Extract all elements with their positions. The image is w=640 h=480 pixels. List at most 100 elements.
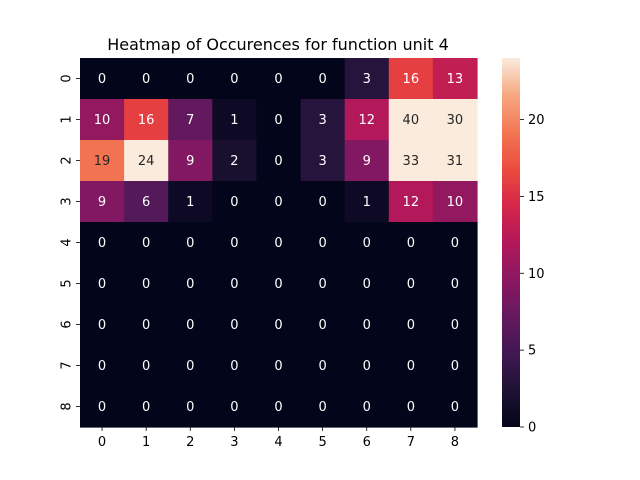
cell-label-r0-c8: 13	[447, 72, 464, 87]
heatmap-cell-r5-c4	[256, 263, 302, 305]
y-tick-label-4: 4	[60, 238, 75, 246]
cell-label-r0-c6: 3	[363, 72, 371, 87]
cell-label-r4-c8: 0	[451, 236, 459, 251]
heatmap-cell-r6-c3	[212, 304, 258, 346]
heatmap-cell-r3-c8	[432, 181, 478, 223]
cell-label-r7-c0: 0	[98, 359, 106, 374]
cell-label-r1-c7: 40	[403, 113, 420, 128]
cell-label-r0-c1: 0	[142, 72, 150, 87]
cell-label-r6-c0: 0	[98, 318, 106, 333]
heatmap-cell-r5-c2	[168, 263, 213, 305]
heatmap-cell-r7-c1	[124, 345, 169, 387]
cell-label-r6-c1: 0	[142, 318, 150, 333]
heatmap-cell-r8-c0	[80, 386, 125, 428]
chart-title: Heatmap of Occurences for function unit …	[107, 35, 449, 54]
heatmap-cell-r0-c5	[300, 58, 346, 100]
cell-label-r5-c7: 0	[407, 277, 415, 292]
heatmap-cell-r6-c0	[80, 304, 125, 346]
heatmap-cell-r7-c0	[80, 345, 125, 387]
cell-label-r5-c0: 0	[98, 277, 106, 292]
heatmap-cell-r5-c0	[80, 263, 125, 305]
cell-label-r5-c6: 0	[363, 277, 371, 292]
heatmap-cell-r8-c5	[300, 386, 346, 428]
cell-label-r6-c3: 0	[230, 318, 238, 333]
cell-label-r3-c8: 10	[447, 195, 464, 210]
heatmap-cell-r7-c6	[344, 345, 390, 387]
x-tick-label-2: 2	[186, 435, 194, 450]
x-tick-label-0: 0	[98, 435, 106, 450]
heatmap-cell-r5-c1	[124, 263, 169, 305]
heatmap-cell-r4-c7	[388, 222, 434, 264]
cell-label-r1-c3: 1	[230, 113, 238, 128]
heatmap-cell-r0-c1	[124, 58, 169, 100]
cell-label-r2-c2: 9	[186, 154, 194, 169]
heatmap-cell-r3-c7	[388, 181, 434, 223]
heatmap-cell-r3-c4	[256, 181, 302, 223]
cell-label-r4-c5: 0	[318, 236, 326, 251]
x-tick-label-1: 1	[142, 435, 150, 450]
heatmap-cell-r5-c6	[344, 263, 390, 305]
heatmap-cell-r6-c6	[344, 304, 390, 346]
colorbar-gradient	[502, 58, 520, 427]
colorbar-tick-label-3: 15	[528, 190, 545, 205]
colorbar-tick-label-4: 20	[528, 113, 545, 128]
cell-label-r1-c5: 3	[318, 113, 326, 128]
cell-label-r7-c4: 0	[274, 359, 282, 374]
cell-label-r0-c4: 0	[274, 72, 282, 87]
cell-label-r3-c0: 9	[98, 195, 106, 210]
cell-label-r7-c1: 0	[142, 359, 150, 374]
cell-label-r7-c8: 0	[451, 359, 459, 374]
cell-label-r1-c8: 30	[447, 113, 464, 128]
cell-label-r3-c1: 6	[142, 195, 150, 210]
y-tick-label-3: 3	[60, 197, 75, 205]
heatmap-cell-r7-c3	[212, 345, 258, 387]
cell-label-r1-c0: 10	[94, 113, 111, 128]
heatmap-cell-r7-c5	[300, 345, 346, 387]
heatmap-cell-r3-c6	[344, 181, 390, 223]
heatmap-cell-r5-c7	[388, 263, 434, 305]
y-axis: 0 1 2 3 4 5 6 7 8	[60, 74, 80, 411]
heatmap-cell-r4-c1	[124, 222, 169, 264]
heatmap-cell-r4-c0	[80, 222, 125, 264]
cell-label-r6-c5: 0	[318, 318, 326, 333]
cell-label-r1-c1: 16	[138, 113, 155, 128]
cell-label-r0-c7: 16	[403, 72, 420, 87]
heatmap-cell-r2-c7	[388, 140, 434, 182]
x-tick-label-7: 7	[407, 435, 415, 450]
cell-label-r2-c0: 19	[94, 154, 111, 169]
cell-label-r8-c6: 0	[363, 400, 371, 415]
cell-label-r5-c8: 0	[451, 277, 459, 292]
cell-label-r2-c1: 24	[138, 154, 155, 169]
heatmap-cell-r8-c7	[388, 386, 434, 428]
cell-label-r4-c6: 0	[363, 236, 371, 251]
heatmap-cell-r0-c6	[344, 58, 390, 100]
cell-label-r2-c4: 0	[274, 154, 282, 169]
heatmap-cell-r7-c4	[256, 345, 302, 387]
y-tick-label-5: 5	[60, 279, 75, 287]
heatmap-cell-r6-c2	[168, 304, 213, 346]
y-tick-label-0: 0	[60, 74, 75, 82]
cell-label-r2-c3: 2	[230, 154, 238, 169]
heatmap-cell-r8-c6	[344, 386, 390, 428]
cell-label-r8-c3: 0	[230, 400, 238, 415]
y-tick-label-7: 7	[60, 361, 75, 369]
cell-label-r3-c2: 1	[186, 195, 194, 210]
heatmap-cell-r4-c8	[432, 222, 478, 264]
cell-label-r4-c2: 0	[186, 236, 194, 251]
cell-label-r8-c8: 0	[451, 400, 459, 415]
colorbar: 0 5 10 15 20	[502, 58, 545, 436]
heatmap-cell-r7-c8	[432, 345, 478, 387]
heatmap-cell-r4-c2	[168, 222, 213, 264]
cell-label-r7-c7: 0	[407, 359, 415, 374]
heatmap-cell-r3-c0	[80, 181, 125, 223]
cell-label-r2-c5: 3	[318, 154, 326, 169]
cell-label-r4-c3: 0	[230, 236, 238, 251]
colorbar-tick-label-0: 0	[528, 421, 536, 436]
cell-label-r4-c0: 0	[98, 236, 106, 251]
heatmap-cell-r4-c3	[212, 222, 258, 264]
heatmap-cell-r0-c7	[388, 58, 434, 100]
heatmap-cell-r0-c3	[212, 58, 258, 100]
heatmap-cell-r0-c4	[256, 58, 302, 100]
heatmap-cell-r5-c8	[432, 263, 478, 305]
